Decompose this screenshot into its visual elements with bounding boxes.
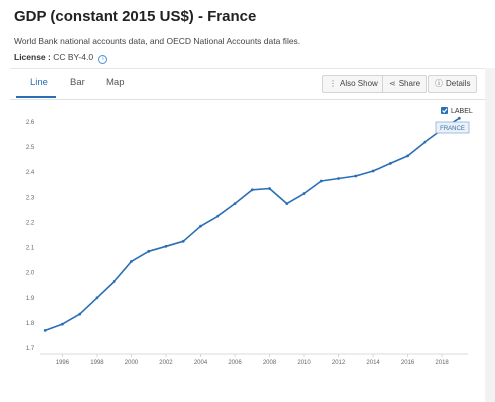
details-label: Details <box>446 79 471 88</box>
series-tag-box <box>435 121 470 134</box>
scrollbar-track[interactable] <box>485 68 495 402</box>
data-point[interactable] <box>78 312 82 316</box>
details-button[interactable]: ⓘ Details <box>428 75 478 93</box>
data-point[interactable] <box>457 116 461 120</box>
y-tick-label: 2.3 <box>26 195 35 201</box>
x-axis: 1996 1998 2000 2002 2004 2006 2008 2010 2012 2014… <box>40 353 468 366</box>
y-axis: 1.7 1.8 1.9 2.0 2.1 2.2 2.3 2.4 2.5 2.6 <box>26 120 35 352</box>
page-title: GDP (constant 2015 US$) - France <box>14 8 257 25</box>
license-label: License : <box>14 52 51 62</box>
y-tick-label: 2.5 <box>26 145 35 151</box>
series-line[interactable] <box>44 117 460 332</box>
x-tick-label: 2016 <box>401 360 415 366</box>
data-point[interactable] <box>423 140 427 144</box>
x-tick-label: 2006 <box>228 360 242 366</box>
license-line: License : CC BY-4.0 i <box>14 52 108 64</box>
data-point[interactable] <box>147 249 151 253</box>
data-point[interactable] <box>61 322 64 326</box>
x-tick-label: 2008 <box>263 360 277 366</box>
x-tick-label: 1998 <box>90 360 104 366</box>
share-icon: ⋖ <box>389 79 396 88</box>
tab-bar: Line Bar Map ⋮ Also Show ⋖ Share ⓘ Details <box>10 69 485 100</box>
plot-area <box>43 116 461 332</box>
x-tick-label: 1996 <box>56 360 70 366</box>
info-circle-icon[interactable]: i <box>98 55 108 64</box>
legend-checkbox-label: LABEL <box>451 108 473 115</box>
data-point[interactable] <box>181 239 185 243</box>
license-value: CC BY-4.0 <box>53 52 94 62</box>
data-point[interactable] <box>216 214 220 218</box>
data-point[interactable] <box>164 244 168 248</box>
active-tab-indicator <box>16 96 56 98</box>
data-point[interactable] <box>337 177 340 180</box>
line-chart: 1.7 1.8 1.9 2.0 2.1 2.2 2.3 2.4 2.5 2.6 1996 1998 2… <box>26 107 473 366</box>
source-note: World Bank national accounts data, and O… <box>14 36 301 46</box>
series-tag: FRANCE <box>435 121 470 134</box>
x-tick-label: 2002 <box>159 360 173 366</box>
legend: LABEL <box>441 107 473 115</box>
share-button[interactable]: ⋖ Share <box>382 75 428 93</box>
data-point[interactable] <box>388 162 392 165</box>
x-tick-label: 2004 <box>194 360 208 366</box>
y-tick-label: 2.4 <box>26 170 35 176</box>
y-tick-label: 2.0 <box>26 271 35 277</box>
also-show-button[interactable]: ⋮ Also Show <box>322 75 385 93</box>
data-point[interactable] <box>43 329 47 332</box>
x-tick-label: 2010 <box>297 360 311 366</box>
data-point[interactable] <box>250 188 254 192</box>
y-tick-label: 1.9 <box>26 296 35 302</box>
data-point[interactable] <box>199 224 202 228</box>
info-icon: ⓘ <box>435 79 443 88</box>
data-point[interactable] <box>371 169 375 173</box>
y-tick-label: 1.7 <box>26 346 35 352</box>
series-tag-label: FRANCE <box>440 126 465 132</box>
data-point[interactable] <box>233 202 237 206</box>
x-tick-label: 2018 <box>435 360 449 366</box>
x-tick-label: 2000 <box>125 360 139 366</box>
checkmark-icon <box>442 108 448 114</box>
data-point[interactable] <box>319 179 323 183</box>
x-tick-label: 2014 <box>366 360 380 366</box>
tab-bar-chart[interactable]: Bar <box>70 77 85 88</box>
data-point[interactable] <box>95 296 99 300</box>
share-label: Share <box>398 79 421 88</box>
y-tick-label: 2.1 <box>26 246 35 252</box>
tab-map[interactable]: Map <box>106 77 125 88</box>
data-point[interactable] <box>354 174 358 178</box>
data-point[interactable] <box>406 154 409 158</box>
data-point[interactable] <box>268 187 271 190</box>
chart-panel: Line Bar Map ⋮ Also Show ⋖ Share ⓘ Details … <box>10 68 485 399</box>
vertical-dots-icon: ⋮ <box>329 79 337 88</box>
data-point[interactable] <box>112 280 116 283</box>
y-tick-label: 1.8 <box>26 321 35 327</box>
legend-checkbox[interactable] <box>441 107 448 114</box>
chart-area: 1.7 1.8 1.9 2.0 2.1 2.2 2.3 2.4 2.5 2.6 1996 1998 2… <box>10 100 485 399</box>
y-tick-label: 2.6 <box>26 120 35 126</box>
data-point[interactable] <box>130 259 133 263</box>
also-show-label: Also Show <box>340 79 378 88</box>
y-tick-label: 2.2 <box>26 220 35 226</box>
data-point[interactable] <box>285 202 289 206</box>
x-tick-label: 2012 <box>332 360 346 366</box>
data-point[interactable] <box>302 192 306 195</box>
tab-line[interactable]: Line <box>30 77 48 88</box>
